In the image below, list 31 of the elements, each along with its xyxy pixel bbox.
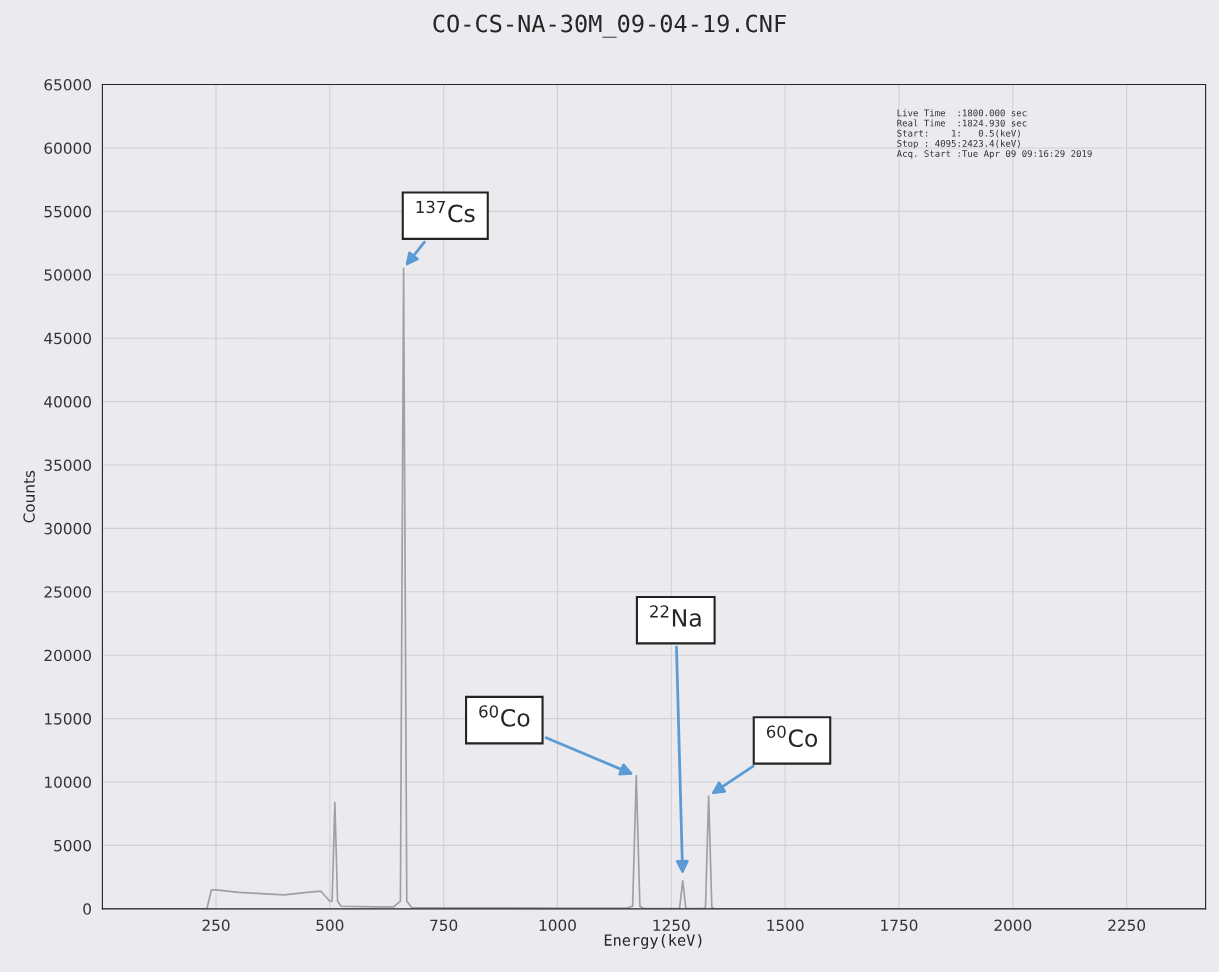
y-tick-label: 65000 xyxy=(44,79,91,91)
annotation: Live Time :1800.000 sec Real Time :1824.930 sec Start: 1: 0.5(keV) Stop : 4095:2423.4(keV) Acq. Start :Tue Apr 09 09:16:29 2019 xyxy=(896,109,1092,159)
x-axis-title: Energy(keV) xyxy=(604,934,702,949)
y-tick-label: 20000 xyxy=(44,649,91,662)
annotation: $^{60}$Co xyxy=(479,705,530,727)
y-tick-label: 30000 xyxy=(44,522,91,535)
y-tick-label: 5000 xyxy=(54,839,91,852)
y-tick-label: 50000 xyxy=(44,269,91,281)
y-axis-title: Counts xyxy=(23,470,35,523)
annotation: $^{22}$Na xyxy=(650,605,701,627)
x-tick-label: 750 xyxy=(430,919,458,932)
y-tick-label: 10000 xyxy=(45,776,91,789)
y-tick-label: 0 xyxy=(83,903,91,915)
annotation: $^{137}$Cs xyxy=(416,200,475,223)
y-tick-label: 15000 xyxy=(45,713,91,725)
y-tick-label: 45000 xyxy=(44,332,91,345)
x-tick-label: 2000 xyxy=(994,919,1032,932)
annotation: $^{60}$Co xyxy=(766,725,818,748)
y-tick-label: 40000 xyxy=(44,396,91,408)
x-tick-label: 250 xyxy=(202,919,230,932)
x-tick-label: 2250 xyxy=(1108,919,1146,932)
y-tick-label: 35000 xyxy=(44,459,91,472)
y-tick-label: 60000 xyxy=(44,142,91,154)
x-tick-label: 1000 xyxy=(539,919,576,932)
x-tick-label: 1500 xyxy=(767,919,804,932)
y-tick-label: 55000 xyxy=(44,205,91,218)
y-tick-label: 25000 xyxy=(44,586,91,598)
chart-title: CO-CS-NA-30M_09-04-19.CNF xyxy=(433,14,786,38)
x-tick-label: 1250 xyxy=(653,919,690,932)
x-tick-label: 500 xyxy=(316,919,344,932)
x-tick-label: 1750 xyxy=(881,919,918,932)
